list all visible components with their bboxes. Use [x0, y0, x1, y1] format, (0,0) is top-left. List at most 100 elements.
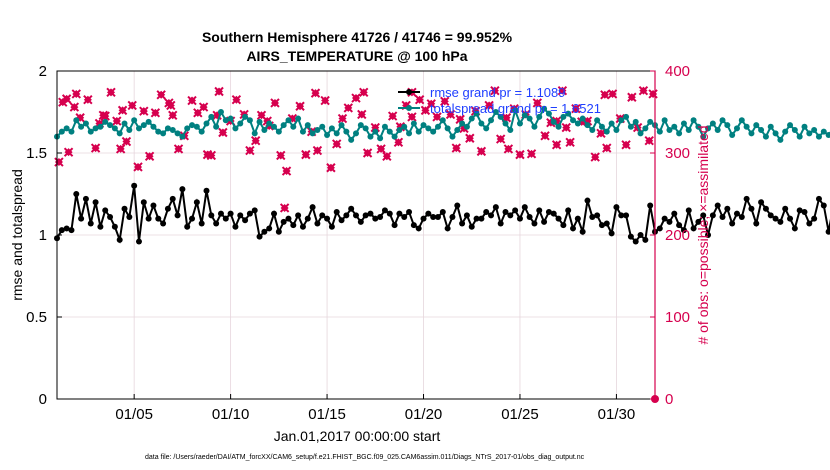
obs-assimilated-marker	[490, 85, 500, 96]
obs-assimilated-marker	[571, 104, 581, 114]
totalspread-point	[454, 127, 461, 134]
obs-count-point	[281, 166, 292, 176]
totalspread-point	[107, 122, 114, 129]
totalspread-point	[237, 120, 244, 127]
obs-assimilated-marker	[295, 101, 305, 111]
obs-assimilated-marker	[503, 144, 514, 154]
totalspread-point	[160, 130, 167, 137]
obs-count-point	[133, 162, 143, 172]
obs-count-point	[312, 145, 323, 156]
obs-count-point	[115, 144, 126, 154]
totalspread-point	[208, 113, 215, 120]
totalspread-point	[348, 136, 355, 143]
totalspread-point	[632, 118, 639, 125]
obs-count-point	[644, 135, 654, 146]
totalspread-point	[468, 115, 475, 122]
totalspread-point	[232, 125, 239, 132]
totalspread-point	[333, 130, 340, 137]
x-axis-ticks: 01/05 01/10 01/15 01/20 01/25 01/30	[115, 394, 635, 423]
totalspread-point	[483, 125, 490, 132]
rmse-point	[140, 199, 147, 206]
rmse-point	[791, 225, 798, 232]
rmse-point	[87, 220, 94, 227]
totalspread-point	[164, 125, 171, 132]
obs-assimilated-marker	[69, 102, 80, 112]
obs-count-point	[310, 88, 321, 98]
obs-assimilated-marker	[250, 135, 261, 146]
rmse-point	[280, 218, 287, 225]
obs-count-point	[98, 110, 109, 120]
obs-count-point	[54, 157, 64, 167]
totalspread-point	[738, 117, 745, 124]
rmse-point	[396, 210, 403, 217]
obs-count-point	[621, 140, 631, 150]
rmse-point	[92, 199, 99, 206]
totalspread-point	[444, 125, 451, 132]
rmse-point	[647, 202, 654, 209]
totalspread-point	[242, 113, 249, 120]
rmse-point	[367, 210, 374, 217]
obs-count-point	[490, 85, 500, 96]
obs-count-point	[337, 113, 348, 124]
rmse-point	[319, 212, 326, 219]
obs-count-point	[648, 89, 658, 99]
totalspread-point	[135, 125, 142, 132]
totalspread-point	[439, 117, 446, 124]
obs-count-point	[376, 144, 386, 154]
rmse-point	[488, 212, 495, 219]
left-y-axis-ticks: 0 0.5 1 1.5 2	[26, 63, 62, 408]
rmse-point	[825, 228, 830, 235]
rmse-point	[743, 195, 750, 202]
totalspread-point	[251, 130, 258, 137]
rmse-point	[256, 233, 263, 240]
totalspread-point	[381, 123, 388, 130]
totalspread-point	[271, 123, 278, 130]
rmse-point	[135, 238, 142, 245]
totalspread-series	[54, 105, 830, 143]
obs-assimilated-marker	[312, 145, 323, 156]
rmse-point	[164, 205, 171, 212]
totalspread-point	[309, 130, 316, 137]
left-y-tick-label: 1.5	[26, 145, 47, 162]
rmse-point	[213, 220, 220, 227]
obs-assimilated-marker	[245, 145, 255, 156]
rmse-point	[531, 220, 538, 227]
totalspread-point	[526, 115, 533, 122]
obs-assimilated-marker	[515, 149, 525, 160]
obs-count-point	[245, 145, 255, 156]
rmse-point	[362, 212, 369, 219]
obs-count-point	[495, 134, 506, 144]
totalspread-point	[637, 130, 644, 137]
totalspread-point	[705, 125, 712, 132]
obs-assimilated-marker	[465, 133, 475, 143]
totalspread-point	[246, 117, 253, 124]
obs-count-point	[351, 93, 361, 103]
obs-count-point	[393, 137, 404, 148]
obs-count-point	[168, 110, 178, 120]
obs-count-point	[638, 85, 649, 96]
obs-count-point	[106, 87, 116, 98]
rmse-point	[338, 217, 345, 224]
left-y-tick-label: 2	[39, 63, 47, 80]
obs-count-point	[63, 147, 74, 157]
totalspread-point	[825, 131, 830, 138]
obs-count-point	[150, 108, 161, 118]
obs-assimilated-marker	[127, 100, 137, 111]
obs-count-point	[71, 89, 81, 99]
totalspread-point	[280, 122, 287, 129]
totalspread-point	[150, 123, 157, 130]
rmse-point	[439, 209, 446, 216]
obs-count-point	[432, 112, 442, 122]
obs-count-point	[279, 203, 290, 213]
obs-count-point	[600, 90, 610, 100]
totalspread-point	[198, 128, 205, 135]
obs-assimilated-marker	[600, 90, 610, 100]
rmse-point	[193, 199, 200, 206]
obs-assimilated-marker	[557, 85, 568, 96]
rmse-point	[478, 215, 485, 222]
rmse-point	[357, 218, 364, 225]
obs-count-point	[218, 127, 228, 138]
obs-count-point	[127, 100, 137, 111]
rmse-point	[58, 227, 65, 234]
obs-assimilated-marker	[551, 140, 562, 150]
